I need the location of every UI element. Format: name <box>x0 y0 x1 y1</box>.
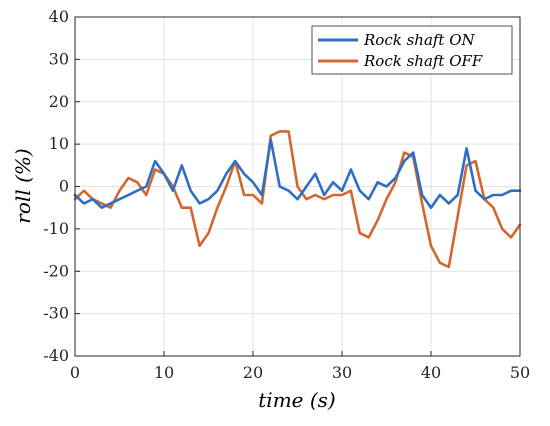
series-layer <box>73 130 522 269</box>
tick-labels: 0 10 20 30 40 50 -40 -30 -20 -10 0 10 20 30 40 <box>43 7 530 382</box>
x-tick-label: 20 <box>243 363 263 382</box>
y-tick-label: -20 <box>43 261 69 280</box>
series-line-1 <box>73 130 522 269</box>
y-tick-label: -30 <box>43 304 69 323</box>
legend-label-on: Rock shaft ON <box>363 31 476 49</box>
series-line-0 <box>73 138 522 209</box>
y-tick-label: -10 <box>43 219 69 238</box>
legend-label-off: Rock shaft OFF <box>363 52 483 70</box>
x-tick-label: 30 <box>332 363 352 382</box>
y-tick-label: 0 <box>59 177 69 196</box>
legend-box <box>311 25 513 75</box>
x-tick-label: 10 <box>154 363 174 382</box>
x-tick-label: 50 <box>510 363 530 382</box>
y-axis-label: roll (%) <box>11 148 35 223</box>
plot-frame <box>74 16 521 357</box>
y-tick-label: -40 <box>43 346 69 365</box>
legend: Rock shaft ON Rock shaft OFF <box>311 25 513 75</box>
x-tick-label: 40 <box>421 363 441 382</box>
x-axis-label: time (s) <box>258 388 335 412</box>
y-tick-label: 30 <box>49 49 69 68</box>
y-tick-label: 20 <box>49 92 69 111</box>
y-tick-label: 40 <box>49 7 69 26</box>
y-tick-label: 10 <box>49 134 69 153</box>
x-tick-label: 0 <box>70 363 80 382</box>
